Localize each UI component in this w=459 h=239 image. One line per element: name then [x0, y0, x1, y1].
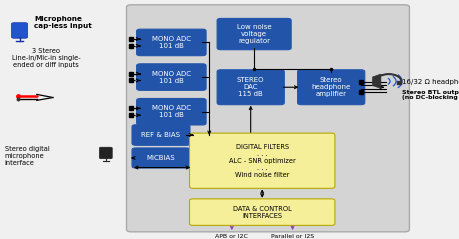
- FancyBboxPatch shape: [297, 70, 364, 105]
- FancyBboxPatch shape: [136, 98, 206, 125]
- Bar: [396, 81, 401, 85]
- FancyBboxPatch shape: [132, 125, 190, 145]
- Text: 3 Stereo
Line-in/Mic-in single-
ended or diff inputs: 3 Stereo Line-in/Mic-in single- ended or…: [11, 48, 80, 68]
- Text: DATA & CONTROL
INTERFACES: DATA & CONTROL INTERFACES: [232, 206, 291, 219]
- Text: Parallel or I2S
audio interface: Parallel or I2S audio interface: [268, 234, 316, 239]
- Text: 16/32 Ω headphone: 16/32 Ω headphone: [402, 79, 459, 85]
- FancyBboxPatch shape: [132, 148, 190, 168]
- Bar: [375, 81, 380, 85]
- FancyBboxPatch shape: [126, 5, 409, 232]
- Text: Stereo BTL outputs
(no DC-blocking capacitors): Stereo BTL outputs (no DC-blocking capac…: [402, 90, 459, 100]
- Text: MONO ADC
101 dB: MONO ADC 101 dB: [151, 71, 190, 84]
- Text: DIGITAL FILTERS
. . .
ALC - SNR optimizer
. . .
Wind noise filter: DIGITAL FILTERS . . . ALC - SNR optimize…: [228, 144, 295, 178]
- Text: MONO ADC
101 dB: MONO ADC 101 dB: [151, 105, 190, 118]
- FancyBboxPatch shape: [217, 18, 291, 50]
- Text: Stereo
headphone
amplifier: Stereo headphone amplifier: [311, 77, 350, 97]
- Text: Stereo digital
microphone
interface: Stereo digital microphone interface: [5, 146, 49, 166]
- FancyBboxPatch shape: [189, 133, 334, 188]
- FancyBboxPatch shape: [99, 147, 112, 159]
- FancyBboxPatch shape: [217, 70, 284, 105]
- FancyBboxPatch shape: [136, 64, 206, 90]
- FancyBboxPatch shape: [189, 199, 334, 225]
- Text: APB or I2C
control interface: APB or I2C control interface: [205, 234, 257, 239]
- Text: Low noise
voltage
regulator: Low noise voltage regulator: [236, 24, 271, 44]
- Polygon shape: [372, 74, 380, 88]
- Text: Microphone
cap-less input: Microphone cap-less input: [34, 16, 92, 28]
- FancyBboxPatch shape: [136, 29, 206, 56]
- Text: STEREO
DAC
115 dB: STEREO DAC 115 dB: [236, 77, 264, 97]
- Text: MICBIAS: MICBIAS: [146, 155, 175, 161]
- FancyBboxPatch shape: [11, 23, 28, 38]
- Text: MONO ADC
101 dB: MONO ADC 101 dB: [151, 36, 190, 49]
- Text: REF & BIAS: REF & BIAS: [141, 132, 180, 138]
